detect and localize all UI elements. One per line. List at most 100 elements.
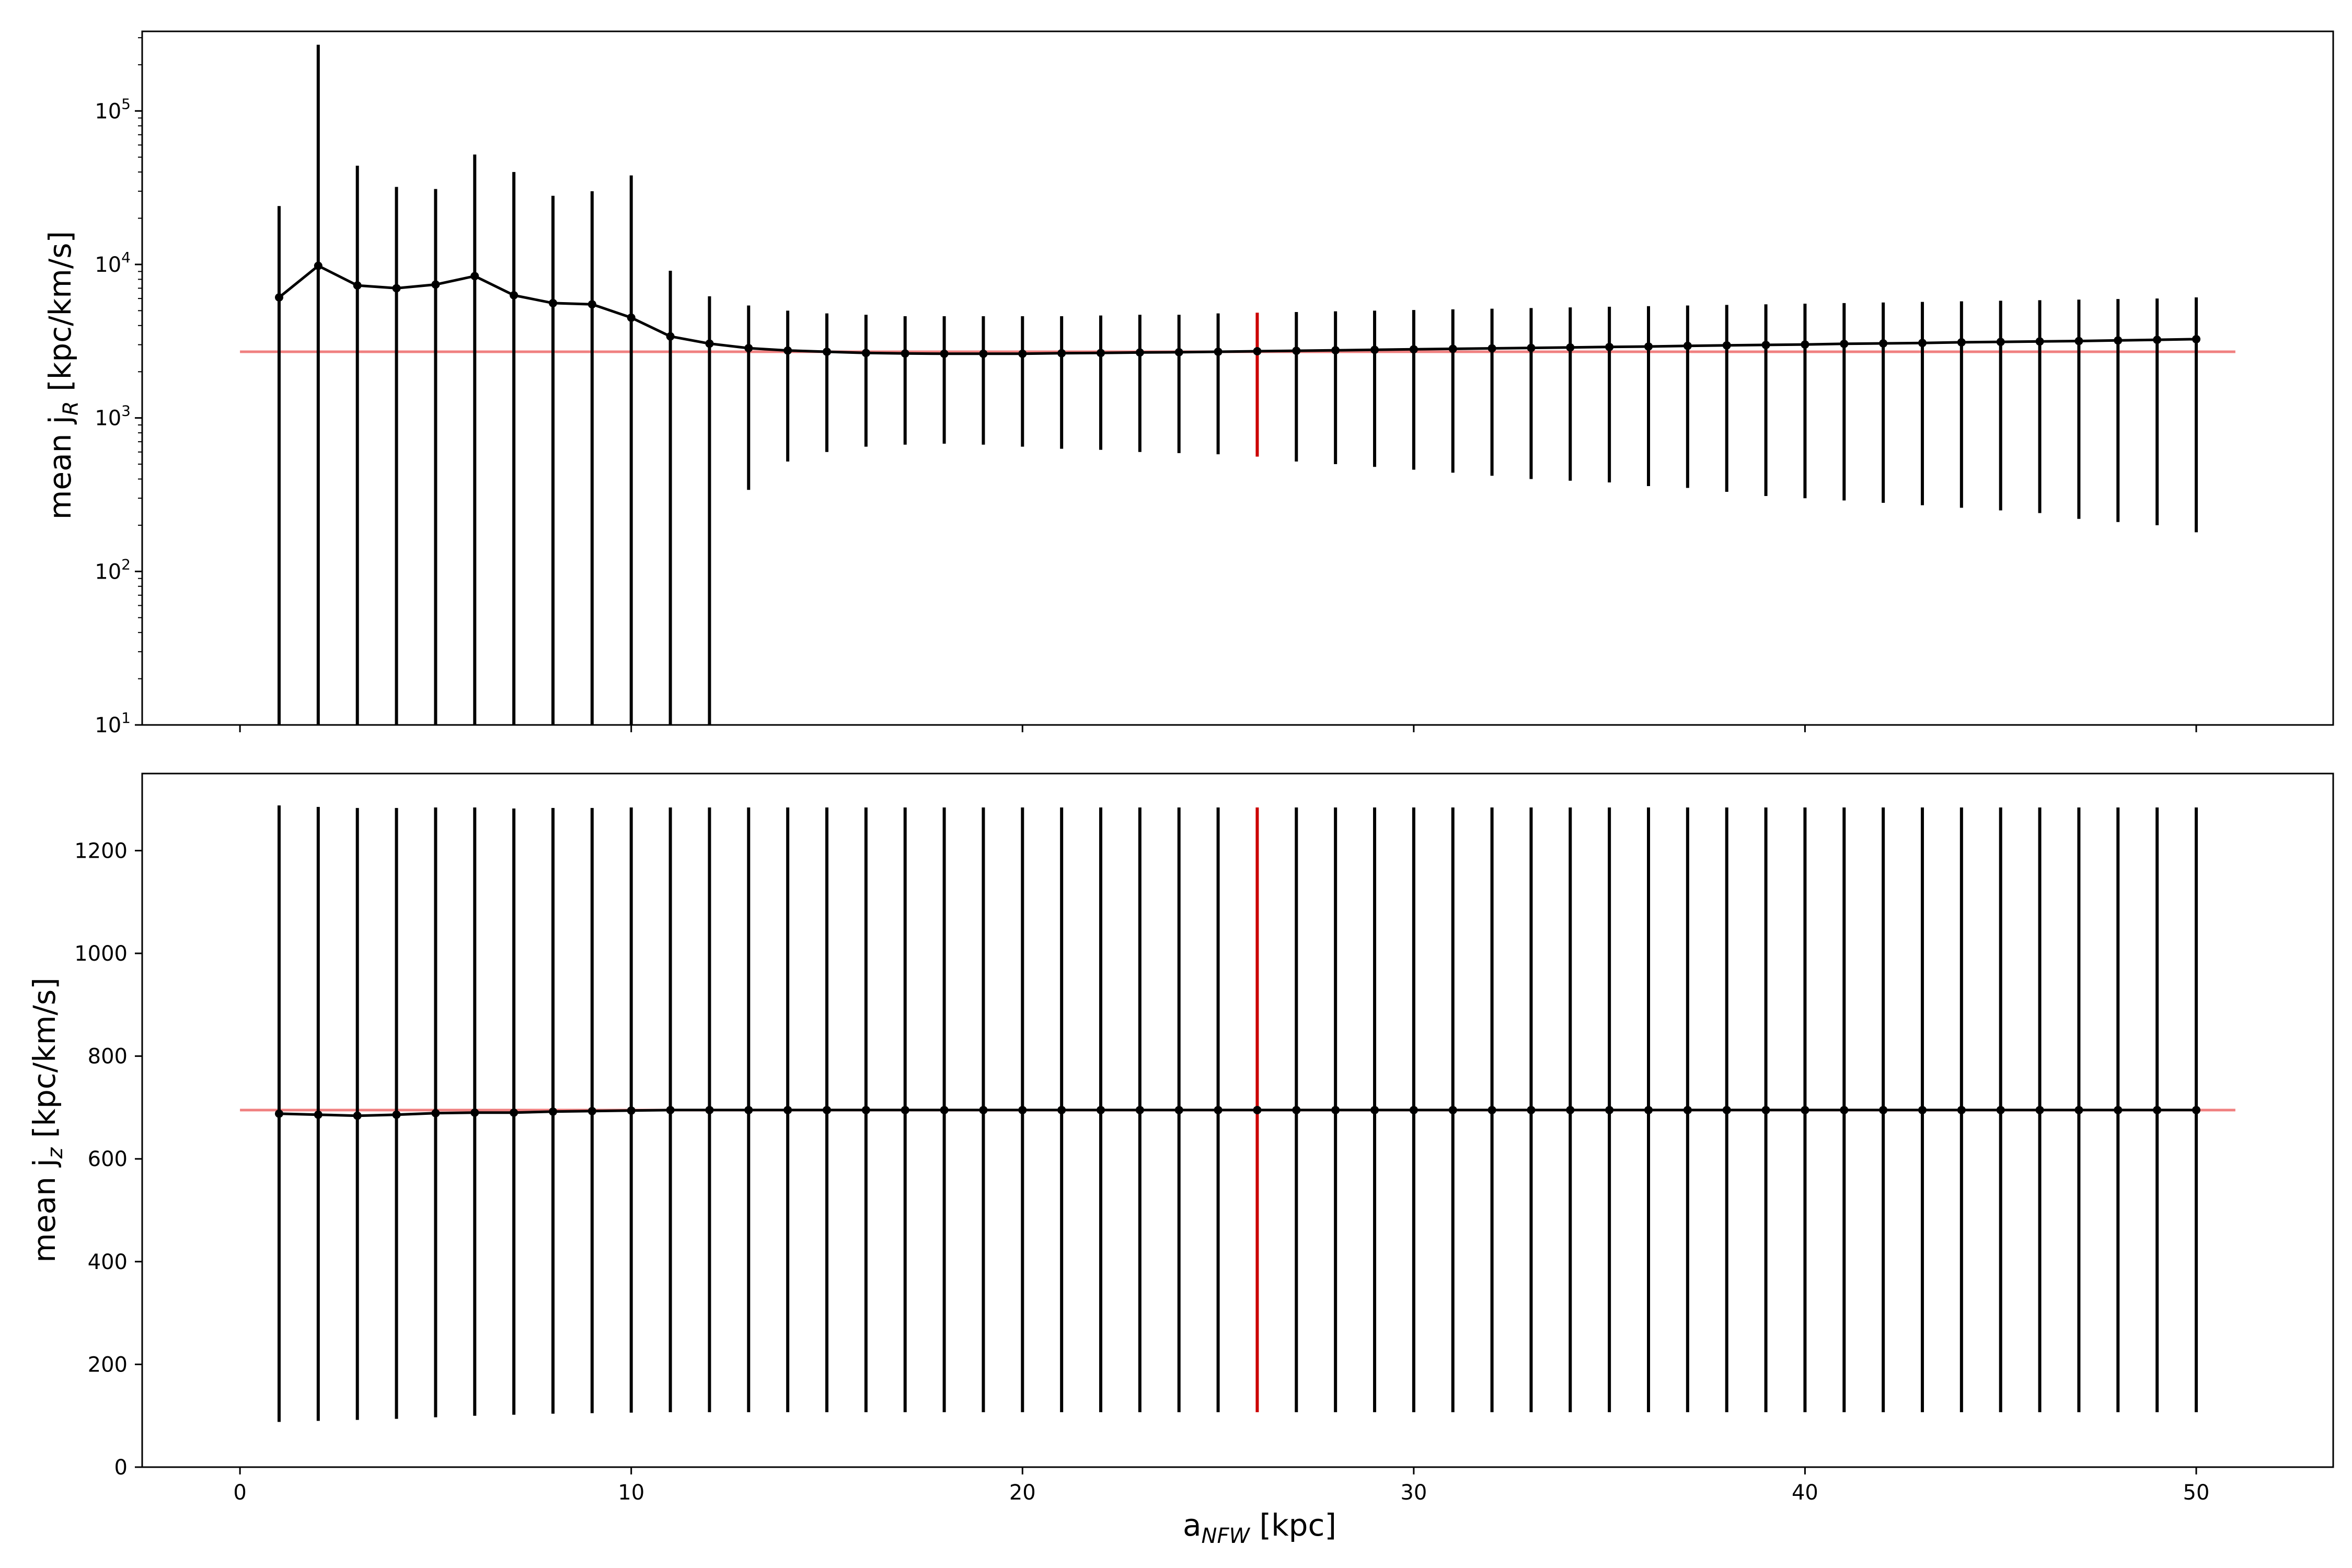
data-point: [1018, 349, 1027, 358]
data-point: [783, 1105, 792, 1114]
data-point: [1097, 1105, 1105, 1114]
data-point: [705, 1105, 714, 1114]
data-point: [1683, 1105, 1692, 1114]
y-tick-label-base: 10: [95, 713, 121, 737]
data-point: [275, 1109, 283, 1118]
data-point: [353, 281, 362, 290]
y-tick-label-base: 10: [95, 253, 121, 277]
data-point: [901, 349, 909, 358]
data-point: [510, 1108, 518, 1117]
data-point: [1331, 346, 1340, 355]
data-point: [392, 284, 401, 293]
data-point: [823, 347, 831, 356]
data-point: [510, 291, 518, 299]
y-tick-label-base: 10: [95, 407, 121, 431]
data-point: [470, 272, 479, 281]
data-point: [1018, 1105, 1027, 1114]
data-point: [1097, 349, 1105, 358]
data-point: [2192, 335, 2200, 343]
series-line-bottom: [279, 1109, 2196, 1117]
x-tick-label: 0: [233, 1481, 246, 1505]
data-point: [1761, 1105, 1770, 1114]
data-point: [1135, 1105, 1144, 1114]
y-axis-label-top: mean jR [kpc/km/s]: [42, 231, 83, 520]
data-point: [1801, 340, 1809, 349]
x-tick-label: 40: [1792, 1481, 1818, 1505]
y-axis-label-bottom-sub: z: [43, 1147, 67, 1159]
data-point: [666, 1105, 675, 1114]
data-point: [744, 344, 753, 353]
data-point: [783, 346, 792, 355]
data-point: [1370, 1105, 1379, 1114]
data-point: [1331, 1105, 1340, 1114]
x-tick-label: 50: [2183, 1481, 2210, 1505]
data-point: [2114, 336, 2123, 345]
x-tick-label: 10: [618, 1481, 644, 1505]
y-tick-label-exponent: 1: [121, 709, 131, 727]
series-line-top: [278, 264, 2197, 355]
data-point: [1566, 343, 1575, 352]
data-point: [1722, 1105, 1731, 1114]
data-point: [1409, 345, 1418, 354]
series-line: [278, 264, 2197, 355]
data-point: [1057, 349, 1066, 358]
y-tick-label: 800: [88, 1045, 128, 1069]
data-point: [1174, 348, 1183, 356]
data-point: [1488, 344, 1496, 353]
data-point: [1644, 342, 1653, 351]
plot-frame-top: [141, 30, 2334, 726]
y-tick-label-exponent: 3: [121, 402, 131, 420]
data-point: [549, 1107, 557, 1116]
data-point: [1918, 1105, 1927, 1114]
data-point: [431, 280, 440, 289]
data-point: [2074, 337, 2083, 345]
x-ticks-bottom: 0 10 20 30 40 50: [233, 1467, 2209, 1505]
y-tick-label-base: 10: [95, 99, 121, 123]
data-point: [1214, 347, 1223, 356]
x-ticks-top: [239, 725, 2197, 732]
data-point: [940, 349, 949, 358]
plot-frame-bottom: [141, 773, 2334, 1468]
data-point: [2114, 1105, 2123, 1114]
data-point: [1996, 1105, 2005, 1114]
y-axis-label-top-sub: R: [59, 401, 83, 416]
data-point: [744, 1105, 753, 1114]
data-point: [2153, 336, 2162, 344]
data-point: [1605, 1105, 1614, 1114]
data-point: [979, 349, 988, 358]
x-axis-label-main: a: [1183, 1507, 1202, 1543]
data-point: [275, 293, 283, 302]
data-point: [470, 1108, 479, 1117]
data-point: [431, 1109, 440, 1117]
y-axis-label-bottom-rest: [kpc/km/s]: [27, 977, 62, 1147]
data-point: [705, 339, 714, 348]
data-point: [2035, 1105, 2044, 1114]
data-point: [1488, 1105, 1496, 1114]
data-point: [666, 332, 675, 341]
data-point: [901, 1105, 909, 1114]
data-point: [1527, 1105, 1536, 1114]
data-point: [861, 349, 870, 358]
data-point: [1253, 347, 1262, 356]
data-point: [979, 1105, 988, 1114]
y-tick-label: 103: [95, 402, 131, 431]
data-point: [1879, 339, 1888, 348]
data-point: [1292, 1105, 1301, 1114]
x-axis-label-sub: NFW: [1202, 1524, 1251, 1548]
data-point: [587, 1106, 596, 1115]
data-point: [1683, 341, 1692, 350]
data-point: [1957, 338, 1966, 347]
data-point: [392, 1110, 401, 1119]
data-point: [1253, 1105, 1262, 1114]
data-point: [2192, 1105, 2200, 1114]
data-point: [1840, 1105, 1849, 1114]
data-point: [1801, 1105, 1809, 1114]
data-point: [627, 313, 636, 322]
y-tick-label: 105: [95, 95, 131, 123]
data-point: [2035, 337, 2044, 346]
data-point: [1409, 1105, 1418, 1114]
y-axis-label-top-main: mean j: [42, 416, 78, 520]
y-tick-label: 101: [95, 709, 131, 737]
